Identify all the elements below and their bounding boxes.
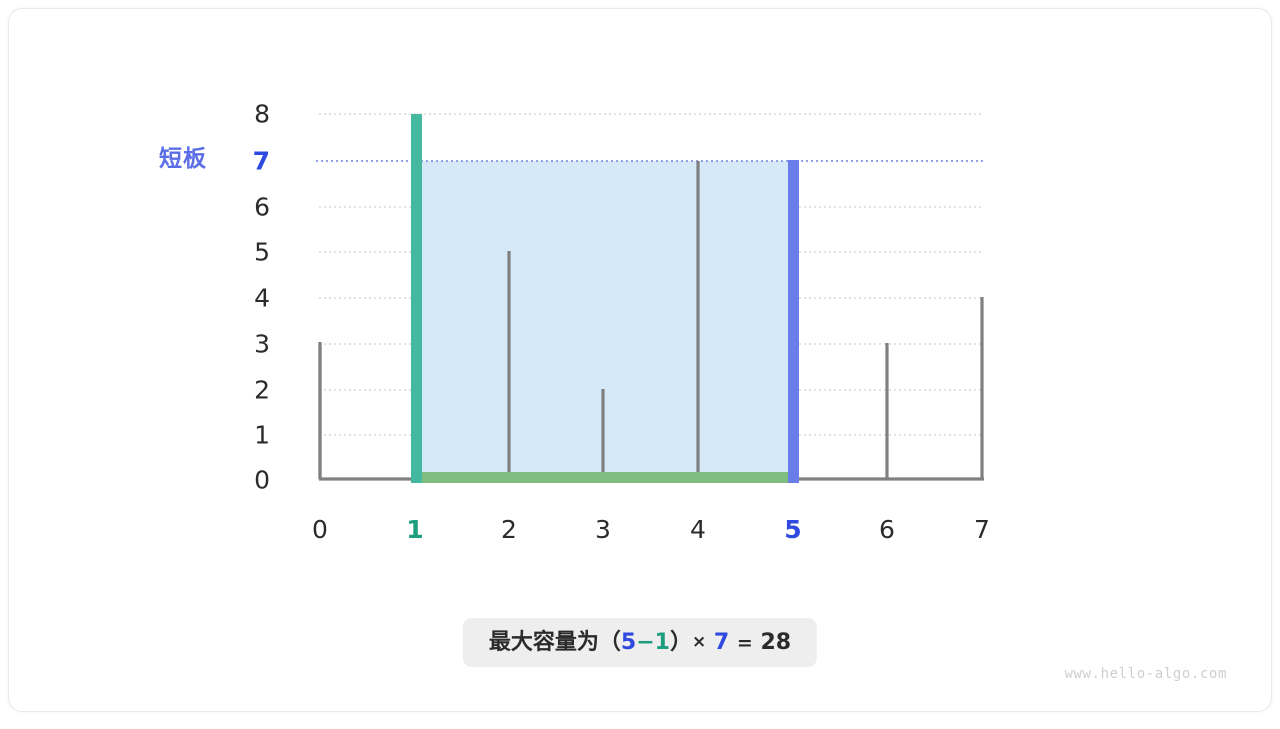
y-tick-2: 2 [254,375,270,405]
x-tick-6: 6 [879,515,895,544]
caption-result: 28 [760,630,792,655]
bar-1-left-board [411,114,422,483]
y-tick-4: 4 [254,283,270,313]
caption-close-paren: ） [669,630,692,655]
x-tick-2: 2 [501,515,517,544]
short-board-annotation: 短板 [159,146,207,172]
caption-right-index: 5 [620,630,637,655]
y-tick-3: 3 [254,329,270,359]
bar-5-right-board [788,160,799,483]
x-tick-5: 5 [784,515,802,544]
caption-minus: − [636,630,655,655]
y-tick-5: 5 [254,237,270,267]
y-tick-7: 7 [252,146,270,176]
x-axis-tick-labels: 0 1 2 3 4 5 6 7 [9,9,1280,729]
caption-prefix: 最大容量为（ [488,630,621,655]
y-tick-8: 8 [254,99,270,129]
x-tick-1: 1 [406,515,424,544]
y-tick-0: 0 [254,465,270,495]
figure-card: 8 7 6 5 4 3 2 1 0 0 1 2 3 4 5 6 7 短板 最大容… [8,8,1272,712]
x-tick-7: 7 [974,515,990,544]
caption-times: × [691,632,707,652]
y-tick-1: 1 [254,420,270,450]
y-axis-tick-labels: 8 7 6 5 4 3 2 1 0 [222,9,270,729]
caption-left-index: 1 [654,630,670,655]
capacity-bar-chart [316,113,984,483]
caption-height: 7 [713,630,730,655]
y-tick-6: 6 [254,192,270,222]
x-tick-3: 3 [595,515,611,544]
x-tick-0: 0 [312,515,328,544]
bars [318,161,984,479]
container-base-line [412,472,796,483]
x-tick-4: 4 [690,515,706,544]
caption-equals: = [736,632,753,654]
capacity-formula-caption: 最大容量为（5−1）× 7 = 28 [462,618,818,668]
site-watermark: www.hello-algo.com [1064,666,1227,682]
